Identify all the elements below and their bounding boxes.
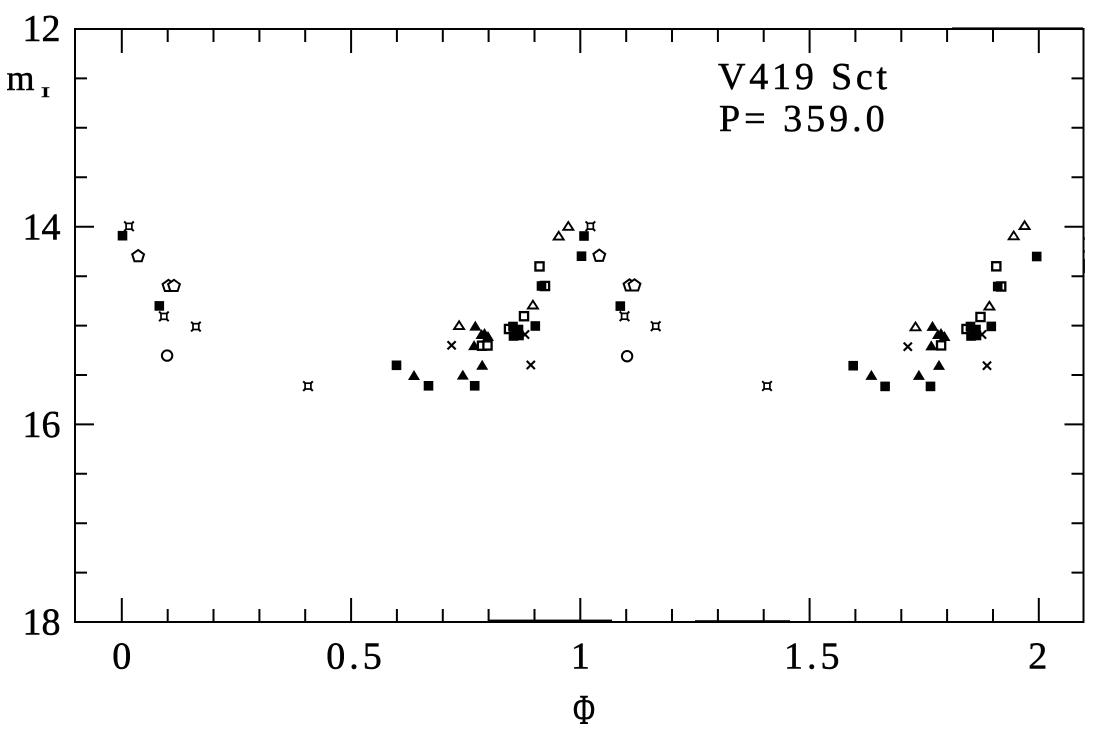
- svg-text:16: 16: [23, 404, 61, 446]
- svg-text:V419 Sct: V419 Sct: [718, 56, 891, 98]
- svg-text:P= 359.0: P= 359.0: [719, 98, 889, 140]
- svg-text:1: 1: [571, 636, 590, 678]
- svg-text:12: 12: [23, 8, 61, 50]
- svg-text:I: I: [41, 85, 50, 101]
- svg-text:2: 2: [1028, 636, 1047, 678]
- svg-text:14: 14: [23, 206, 61, 248]
- svg-text:Φ: Φ: [573, 688, 595, 734]
- svg-text:0.5: 0.5: [326, 636, 386, 678]
- svg-text:18: 18: [23, 602, 61, 644]
- svg-text:1.5: 1.5: [784, 636, 844, 678]
- svg-text:0: 0: [112, 636, 131, 678]
- svg-text:m: m: [7, 58, 35, 98]
